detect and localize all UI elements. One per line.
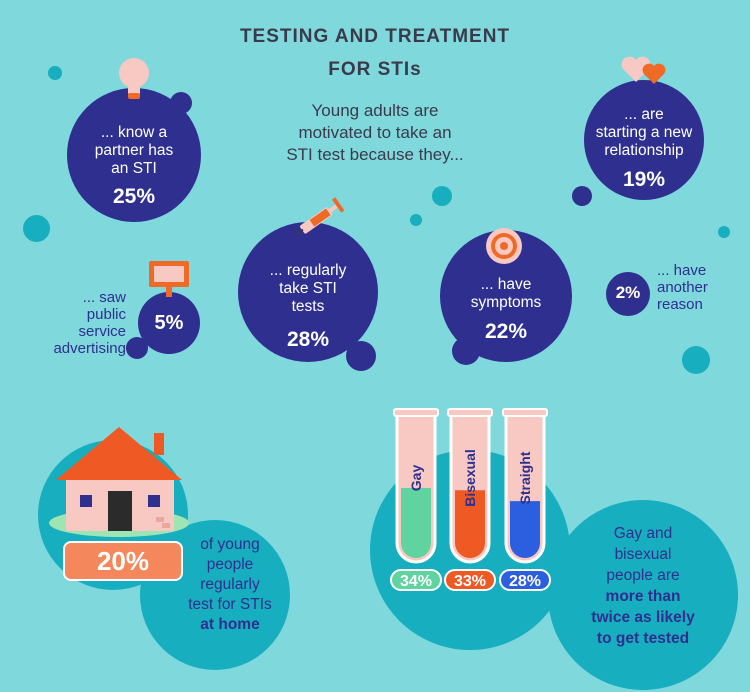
reason-label-advertising: ... saw public service advertising <box>53 289 126 357</box>
orientation-caption: Gay and bisexual people are more than tw… <box>591 525 695 647</box>
test-tube-fill-gay <box>401 488 431 558</box>
test-tube-pct-bisexual: 33% <box>444 569 496 591</box>
decorative-bubble <box>682 346 710 374</box>
house-icon <box>49 427 189 537</box>
reason-label-partner: ... know a partner has an STI <box>94 124 174 177</box>
reason-label-regular: ... regularly take STI tests <box>269 262 347 315</box>
reason-circle-partner <box>67 88 201 222</box>
test-tube-bisexual <box>447 408 493 564</box>
test-tube-gay <box>393 408 439 564</box>
target-icon <box>486 228 522 264</box>
test-tube-label-straight: Straight <box>517 451 533 505</box>
test-tube-pct-straight: 28% <box>499 569 551 591</box>
decorative-bubble <box>432 186 452 206</box>
decorative-bubble <box>410 214 422 226</box>
reason-pct-relationship: 19% <box>622 168 666 191</box>
decorative-bubble <box>48 66 62 80</box>
reason-label-symptoms: ... have symptoms <box>470 276 542 311</box>
decorative-bubble <box>718 226 730 238</box>
reason-circle-regular <box>238 222 378 362</box>
test-tube-fill-bisexual <box>455 490 485 558</box>
reason-label-relationship: ... are starting a new relationship <box>595 106 693 159</box>
reason-circle-relationship <box>584 80 704 200</box>
lightbulb-icon <box>119 58 149 99</box>
decorative-bubble <box>572 186 592 206</box>
reason-pct-partner: 25% <box>112 185 156 208</box>
home-caption: of young people regularly test for STIs … <box>188 536 272 633</box>
test-tube-straight <box>502 408 548 564</box>
reason-label-other: ... have another reason <box>657 262 708 313</box>
test-tube-label-bisexual: Bisexual <box>462 449 478 507</box>
hearts-icon <box>621 56 666 84</box>
reason-pct-regular: 28% <box>286 328 330 351</box>
page-title: TESTING AND TREATMENT <box>239 26 511 47</box>
billboard-icon <box>149 261 189 297</box>
page-title-line2: FOR STIs <box>328 59 422 80</box>
reason-circle-other <box>606 272 650 316</box>
decorative-bubble <box>126 337 148 359</box>
test-tube-fill-straight <box>510 501 540 558</box>
syringe-icon <box>295 197 345 236</box>
home-pct-badge: 20% <box>63 541 183 581</box>
reason-circle-advertising <box>138 292 200 354</box>
reason-pct-advertising: 5% <box>154 312 184 334</box>
test-tube-pct-gay: 34% <box>390 569 442 591</box>
caption-bubble <box>548 500 738 690</box>
decorative-bubble <box>23 215 50 242</box>
reason-pct-symptoms: 22% <box>484 320 528 343</box>
reason-pct-other: 2% <box>615 283 641 302</box>
intro-text: Young adults are motivated to take an ST… <box>286 101 464 164</box>
test-tube-label-gay: Gay <box>408 464 424 492</box>
